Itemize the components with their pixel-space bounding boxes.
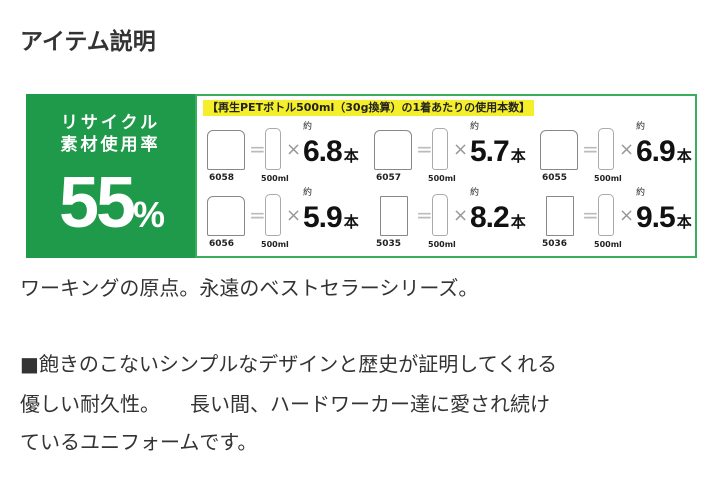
equals-sign: = [249,203,266,227]
times-sign: × [453,205,469,226]
pants-icon [380,196,408,236]
approx-label: 約 [636,188,646,198]
bottle-count: 6.8 本 [303,136,359,168]
item-code: 6058 [209,173,235,183]
usage-item: 6055 = 500ml × 約 6.9 本 [540,122,705,186]
equals-sign: = [582,137,599,161]
equals-sign: = [582,203,599,227]
times-sign: × [286,205,302,226]
count-unit: 本 [676,213,692,231]
bottle-count: 6.9 本 [636,136,692,168]
bottle-icon [265,194,281,236]
approx-label: 約 [470,188,480,198]
approx-label: 約 [303,188,313,198]
recycle-banner: リサイクル 素材使用率 55% 【再生PETボトル500ml（30g換算）の1着… [26,94,697,258]
count-value: 8.2 [470,201,510,234]
jacket-icon [207,130,245,170]
count-unit: 本 [676,147,692,165]
count-value: 5.9 [303,201,343,234]
count-unit: 本 [510,147,526,165]
item-code: 6055 [542,173,568,183]
count-value: 5.7 [470,135,510,168]
bottle-icon [598,194,614,236]
bottle-label: 500ml [594,174,622,183]
equals-sign: = [249,137,266,161]
rate-label-1: リサイクル [60,113,161,133]
times-sign: × [619,139,635,160]
item-code: 5036 [542,239,568,249]
bottle-icon [265,128,281,170]
bottle-count: 5.9 本 [303,202,359,234]
times-sign: × [286,139,302,160]
bottle-count: 8.2 本 [470,202,526,234]
bottle-count: 5.7 本 [470,136,526,168]
bottle-label: 500ml [261,174,289,183]
approx-label: 約 [636,122,646,132]
rate-label-2: 素材使用率 [60,135,161,155]
section-title: アイテム説明 [20,29,156,55]
bottle-label: 500ml [594,240,622,249]
usage-item: 6057 = 500ml × 約 5.7 本 [374,122,539,186]
usage-item: 6058 = 500ml × 約 6.8 本 [207,122,372,186]
count-value: 6.9 [636,135,676,168]
rate-number: 55 [58,163,136,243]
item-code: 6056 [209,239,235,249]
count-value: 6.8 [303,135,343,168]
description-line-1: ワーキングの原点。永遠のベストセラーシリーズ。 [20,276,479,300]
equals-sign: = [416,203,433,227]
description-line-4: ているユニフォームです。 [20,430,258,454]
item-code: 5035 [376,239,402,249]
jacket-icon [540,130,578,170]
bottle-label: 500ml [261,240,289,249]
count-unit: 本 [510,213,526,231]
pants-icon [546,196,574,236]
count-unit: 本 [343,213,359,231]
rate-value: 55% [26,162,195,244]
rate-unit: % [133,194,165,235]
equals-sign: = [416,137,433,161]
bottle-count: 9.5 本 [636,202,692,234]
shirt-icon [374,130,412,170]
shirt-icon [207,196,245,236]
times-sign: × [619,205,635,226]
description-line-3: 優しい耐久性。 長い間、ハードワーカー達に愛され続け [20,392,550,416]
bottle-icon [432,128,448,170]
description-line-2: ■飽きのこないシンプルなデザインと歴史が証明してくれる [20,352,558,376]
bottle-usage-panel: 【再生PETボトル500ml（30g換算）の1着あたりの使用本数】 6058 =… [195,94,697,258]
approx-label: 約 [303,122,313,132]
usage-item: 6056 = 500ml × 約 5.9 本 [207,188,372,252]
approx-label: 約 [470,122,480,132]
bottle-label: 500ml [428,174,456,183]
panel-header: 【再生PETボトル500ml（30g換算）の1着あたりの使用本数】 [203,100,535,116]
count-value: 9.5 [636,201,676,234]
item-code: 6057 [376,173,402,183]
bottle-icon [598,128,614,170]
usage-item: 5035 = 500ml × 約 8.2 本 [374,188,539,252]
recycle-rate-box: リサイクル 素材使用率 55% [26,94,195,258]
times-sign: × [453,139,469,160]
usage-item: 5036 = 500ml × 約 9.5 本 [540,188,705,252]
bottle-icon [432,194,448,236]
count-unit: 本 [343,147,359,165]
bottle-label: 500ml [428,240,456,249]
